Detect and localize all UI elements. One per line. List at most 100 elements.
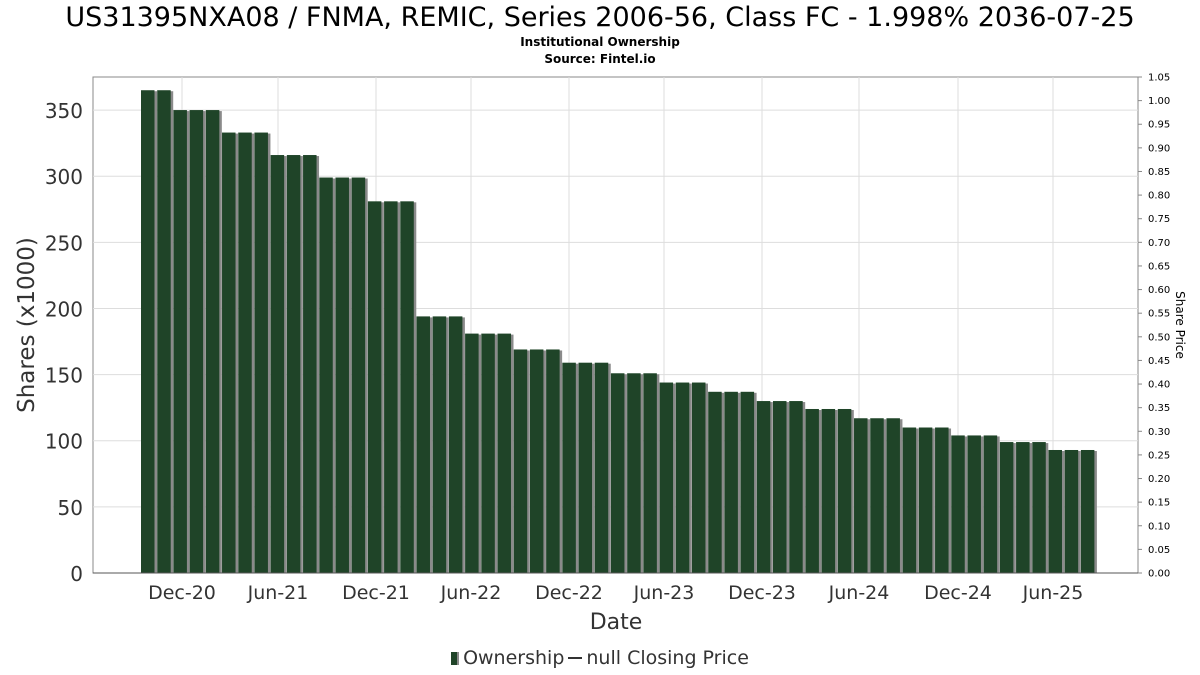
- ownership-bar: [173, 110, 187, 574]
- ownership-bar: [902, 427, 917, 573]
- x-tick-label: Dec-24: [924, 582, 992, 604]
- x-tick-label: Jun-22: [440, 582, 502, 604]
- y2-tick-label: 0.20: [1148, 474, 1170, 485]
- chart-title: US31395NXA08 / FNMA, REMIC, Series 2006-…: [65, 2, 1135, 33]
- ownership-bar: [951, 435, 965, 573]
- y-tick-label: 0: [70, 562, 83, 586]
- y-tick-label: 150: [45, 364, 83, 388]
- y-tick-label: 50: [58, 496, 83, 520]
- chart-subtitle: Institutional Ownership: [520, 35, 680, 49]
- y2-tick-label: 0.90: [1148, 143, 1170, 154]
- y2-tick-label: 0.80: [1148, 191, 1170, 202]
- ownership-bar: [367, 201, 382, 573]
- y2-tick-label: 0.55: [1148, 309, 1170, 320]
- ownership-bar: [821, 408, 836, 573]
- ownership-bar: [562, 362, 576, 573]
- ownership-bar: [756, 401, 771, 573]
- x-tick-label: Dec-20: [148, 582, 216, 604]
- y2-tick-label: 0.60: [1148, 285, 1170, 296]
- x-tick-label: Dec-21: [342, 582, 410, 604]
- ownership-bar: [546, 349, 560, 573]
- y-tick-label: 200: [45, 297, 83, 321]
- x-tick-label: Jun-23: [633, 582, 695, 604]
- ownership-bar: [448, 316, 463, 573]
- y2-tick-label: 1.05: [1148, 73, 1170, 84]
- ownership-bar: [675, 382, 690, 573]
- ownership-bar: [384, 201, 398, 573]
- chart-source: Source: Fintel.io: [544, 52, 656, 66]
- ownership-legend-label: Ownership: [463, 647, 565, 669]
- y-tick-label: 300: [45, 165, 83, 189]
- ownership-bar: [238, 132, 252, 573]
- x-tick-label: Dec-23: [728, 582, 796, 604]
- x-tick-label: Jun-25: [1022, 582, 1084, 604]
- y2-tick-label: 0.40: [1148, 380, 1170, 391]
- ownership-bar: [189, 110, 204, 574]
- ownership-bar: [870, 418, 884, 573]
- y2-tick-label: 0.30: [1148, 427, 1170, 438]
- ownership-legend-swatch: [451, 652, 460, 665]
- ownership-bar: [772, 401, 787, 573]
- ownership-bar: [1016, 442, 1030, 573]
- y2-tick-label: 0.45: [1148, 356, 1170, 367]
- ownership-bar: [1080, 449, 1095, 573]
- ownership-bar: [935, 427, 949, 573]
- ownership-bar: [513, 349, 528, 573]
- y2-tick-label: 0.75: [1148, 214, 1170, 225]
- ownership-bar: [481, 333, 495, 573]
- ownership-bar: [254, 132, 268, 573]
- ownership-bar: [837, 408, 852, 573]
- y2-tick-label: 0.10: [1148, 521, 1170, 532]
- ownership-bar: [854, 418, 868, 573]
- ownership-bar: [627, 373, 641, 573]
- ownership-bar: [416, 316, 430, 573]
- ownership-bar: [529, 349, 544, 573]
- y2-tick-label: 0.25: [1148, 450, 1170, 461]
- y-tick-label: 250: [45, 231, 83, 255]
- y2-tick-label: 0.00: [1148, 569, 1170, 580]
- ownership-bar: [805, 408, 819, 573]
- y2-tick-label: 0.70: [1148, 238, 1170, 249]
- y-axis-title: Shares (x1000): [14, 237, 40, 413]
- y-tick-label: 350: [45, 99, 83, 123]
- ownership-bar: [643, 373, 657, 573]
- x-tick-label: Jun-24: [828, 582, 890, 604]
- ownership-bar: [724, 391, 738, 573]
- y2-tick-label: 0.35: [1148, 403, 1170, 414]
- ownership-bar: [691, 382, 706, 573]
- y-tick-label: 100: [45, 430, 83, 454]
- y2-tick-label: 0.05: [1148, 545, 1170, 556]
- ownership-bar: [141, 90, 155, 573]
- ownership-bar: [708, 391, 722, 573]
- ownership-bar: [1064, 449, 1079, 573]
- ownership-bar: [222, 132, 236, 573]
- y2-tick-label: 0.85: [1148, 167, 1170, 178]
- x-tick-label: Jun-21: [247, 582, 309, 604]
- ownership-bar: [319, 177, 333, 574]
- ownership-bar: [157, 90, 171, 573]
- ownership-bar: [983, 435, 998, 573]
- ownership-bar: [465, 333, 479, 573]
- y2-tick-label: 0.50: [1148, 332, 1170, 343]
- ownership-bar: [497, 333, 512, 573]
- ownership-bar: [967, 435, 981, 573]
- ownership-bar: [335, 177, 349, 574]
- price-legend-label: null Closing Price: [586, 647, 749, 669]
- y2-tick-label: 0.65: [1148, 261, 1170, 272]
- ownership-bar: [286, 155, 301, 573]
- ownership-bar: [432, 316, 447, 573]
- ownership-bar: [740, 391, 755, 573]
- y2-tick-label: 1.00: [1148, 96, 1170, 107]
- ownership-bar: [578, 362, 593, 573]
- ownership-bar: [999, 442, 1014, 573]
- ownership-bar: [789, 401, 803, 573]
- legend: Ownership null Closing Price: [0, 647, 1200, 669]
- x-tick-label: Dec-22: [535, 582, 603, 604]
- y2-axis-title: Share Price: [1173, 291, 1187, 359]
- ownership-bar: [594, 362, 609, 573]
- ownership-bar: [610, 373, 625, 573]
- ownership-bar: [205, 110, 220, 574]
- ownership-bar: [1032, 442, 1046, 573]
- price-legend-swatch: [568, 657, 583, 659]
